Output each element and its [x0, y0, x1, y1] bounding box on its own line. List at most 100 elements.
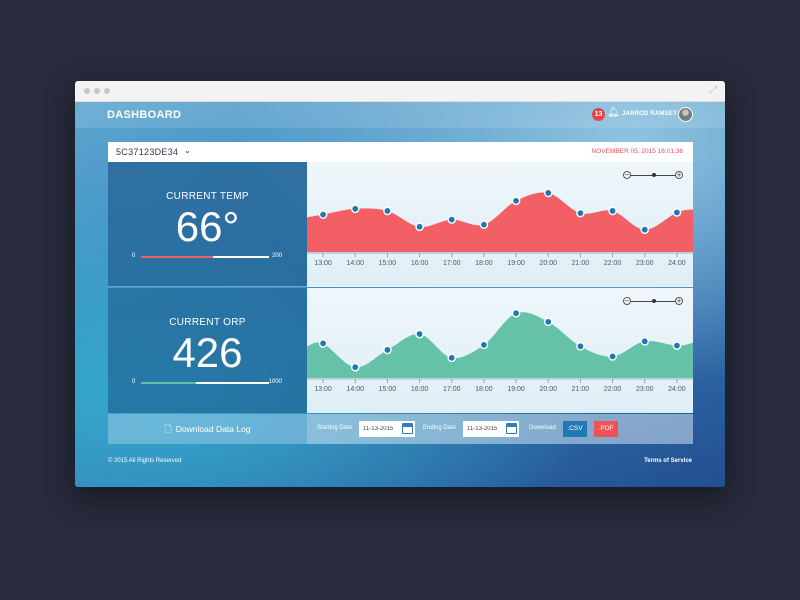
- chart-data-point[interactable]: [447, 215, 457, 224]
- chart-data-point[interactable]: [479, 340, 489, 350]
- export-controls: Starting Date Ending Date Download .CSV …: [307, 414, 693, 444]
- zoom-out-icon[interactable]: −: [623, 171, 631, 179]
- dashboard-app: DASHBOARD 13 🔔︎ JARROD RAMSEY 5C37123DE3…: [75, 102, 725, 487]
- calendar-icon[interactable]: [506, 423, 517, 434]
- chart-area-series: [307, 192, 693, 252]
- chart-tick-label: 23:00: [636, 260, 654, 267]
- chart-tick-label: 23:00: [636, 386, 654, 393]
- zoom-handle[interactable]: [652, 299, 656, 303]
- orp-range-max: 1000: [268, 379, 282, 385]
- download-toolbar: 🗋Download Data Log Starting Date Ending …: [108, 414, 693, 444]
- zoom-handle[interactable]: [652, 173, 656, 177]
- chart-tick-label: 18:00: [475, 260, 493, 267]
- orp-zoom-slider[interactable]: − +: [623, 297, 683, 305]
- zoom-out-icon[interactable]: −: [623, 297, 631, 305]
- temp-range-fill: [141, 256, 213, 258]
- chart-data-point[interactable]: [640, 336, 650, 346]
- panel-divider: [108, 286, 693, 287]
- window-titlebar: ⤢: [75, 81, 725, 102]
- document-icon: 🗋: [164, 425, 172, 435]
- orp-chart-svg: 13:00 14:00 15:00 16:00 17:00 18:00 19:00 20:00…: [307, 308, 693, 393]
- chart-data-point[interactable]: [511, 308, 521, 318]
- download-label: Download: [529, 425, 556, 431]
- temp-range-track: [141, 256, 269, 258]
- orp-chart: 13:00 14:00 15:00 16:00 17:00 18:00 19:00 20:00…: [307, 288, 693, 413]
- chart-data-point[interactable]: [640, 225, 650, 234]
- chart-data-point[interactable]: [576, 342, 585, 351]
- starting-date-input[interactable]: [359, 421, 415, 437]
- chart-data-point[interactable]: [318, 339, 328, 348]
- chart-data-point[interactable]: [608, 352, 617, 361]
- orp-label: CURRENT ORP: [169, 317, 246, 328]
- current-datetime: NOVEMBER 05, 2015 16:01:36: [591, 148, 683, 155]
- temp-chart-svg: 13:00 14:00 15:00 16:00 17:00 18:00 19:00 20:00…: [307, 188, 693, 267]
- notification-count-badge[interactable]: 13: [592, 108, 605, 121]
- chart-data-point[interactable]: [383, 206, 392, 216]
- chart-tick-label: 14:00: [346, 386, 364, 393]
- chart-tick-label: 20:00: [539, 386, 557, 393]
- chart-tick-label: 17:00: [443, 386, 461, 393]
- chart-data-point[interactable]: [479, 220, 489, 229]
- download-data-log-label: Download Data Log: [175, 424, 251, 434]
- chart-tick-label: 21:00: [572, 260, 590, 267]
- orp-range-min: 0: [132, 379, 136, 385]
- chart-tick-label: 22:00: [604, 386, 622, 393]
- chart-tick-label: 24:00: [668, 386, 686, 393]
- browser-window: ⤢ DASHBOARD 13 🔔︎ JARROD RAMSEY 5C37123D…: [75, 81, 725, 487]
- chart-tick-label: 22:00: [604, 260, 622, 267]
- chart-tick-label: 18:00: [475, 386, 493, 393]
- chart-data-point[interactable]: [318, 210, 328, 219]
- chart-data-point[interactable]: [511, 196, 521, 206]
- device-id-select[interactable]: 5C37123DE34: [116, 147, 179, 157]
- chart-data-point[interactable]: [543, 317, 553, 327]
- chart-tick-label: 24:00: [668, 260, 686, 267]
- download-csv-button[interactable]: .CSV: [563, 421, 587, 437]
- page-title: DASHBOARD: [107, 109, 182, 121]
- fullscreen-icon[interactable]: ⤢: [709, 85, 717, 96]
- chart-data-point[interactable]: [415, 329, 424, 339]
- chart-data-point[interactable]: [672, 341, 682, 350]
- chart-data-point[interactable]: [447, 353, 457, 363]
- ending-date-input[interactable]: [463, 421, 519, 437]
- chart-tick-label: 19:00: [507, 386, 525, 393]
- chart-tick-label: 16:00: [411, 260, 429, 267]
- chart-tick-label: 15:00: [379, 386, 397, 393]
- download-data-log-button[interactable]: 🗋 Download Data Log: [108, 414, 307, 444]
- window-maximize-dot[interactable]: [104, 88, 110, 94]
- chart-data-point[interactable]: [608, 206, 617, 216]
- window-close-dot[interactable]: [84, 88, 90, 94]
- orp-panel: CURRENT ORP 426 0 1000 13:00 14:00 15:00 16…: [108, 288, 693, 413]
- chart-tick-label: 21:00: [572, 386, 590, 393]
- terms-of-service-link[interactable]: Terms of Service: [644, 458, 692, 464]
- chart-area-series: [307, 312, 693, 378]
- orp-range-track: [141, 382, 269, 384]
- orp-range-fill: [141, 382, 197, 384]
- chart-data-point[interactable]: [543, 188, 553, 198]
- user-name[interactable]: JARROD RAMSEY: [622, 111, 678, 117]
- chart-data-point[interactable]: [576, 208, 585, 218]
- chart-data-point[interactable]: [383, 345, 392, 355]
- zoom-in-icon[interactable]: +: [675, 171, 683, 179]
- zoom-in-icon[interactable]: +: [675, 297, 683, 305]
- temp-value: 66°: [175, 203, 240, 250]
- chart-tick-label: 19:00: [507, 260, 525, 267]
- top-bar: DASHBOARD 13 🔔︎ JARROD RAMSEY: [75, 102, 725, 128]
- avatar[interactable]: [678, 107, 693, 122]
- temp-panel: CURRENT TEMP 66° 0 200 13:00 14:00 15:00 16…: [108, 162, 693, 287]
- chart-data-point[interactable]: [415, 222, 424, 232]
- chart-data-point[interactable]: [672, 208, 682, 217]
- bell-icon[interactable]: 🔔︎: [607, 107, 620, 118]
- copyright-text: © 2015 All Rights Reserved: [108, 458, 182, 464]
- download-pdf-button[interactable]: .PDF: [594, 421, 618, 437]
- temp-zoom-slider[interactable]: − +: [623, 171, 683, 179]
- chevron-down-icon[interactable]: ⌄: [184, 146, 191, 155]
- chart-tick-label: 17:00: [443, 260, 461, 267]
- temp-range-min: 0: [132, 253, 136, 259]
- window-minimize-dot[interactable]: [94, 88, 100, 94]
- temp-range-max: 200: [271, 253, 282, 259]
- chart-data-point[interactable]: [350, 362, 360, 372]
- temp-chart: 13:00 14:00 15:00 16:00 17:00 18:00 19:00 20:00…: [307, 162, 693, 287]
- temp-stat-card: CURRENT TEMP 66° 0 200: [108, 162, 307, 287]
- chart-data-point[interactable]: [350, 204, 360, 214]
- calendar-icon[interactable]: [402, 423, 413, 434]
